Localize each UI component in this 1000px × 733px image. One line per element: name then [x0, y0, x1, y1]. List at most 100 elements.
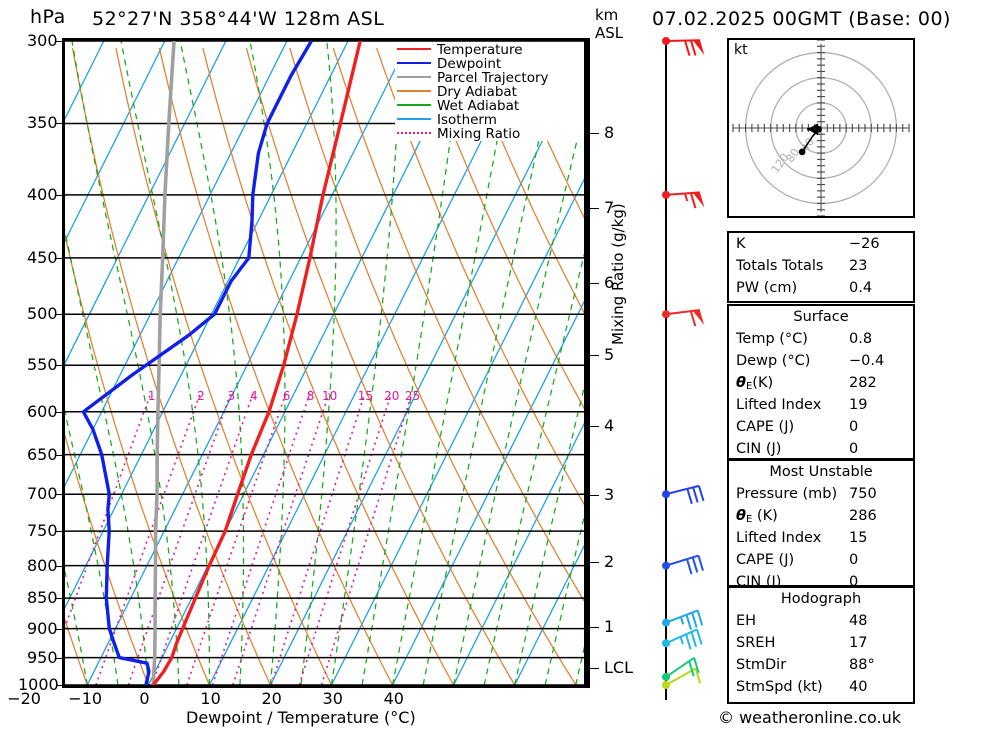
panel-row-label: K [736, 236, 746, 252]
panel-row-value: 15 [849, 530, 868, 546]
legend-item: Isotherm [395, 112, 584, 128]
pressure-tick-label: 500 [27, 304, 58, 324]
panel-row-value: 282 [849, 375, 877, 391]
mixing-ratio-label: 25 [404, 389, 421, 403]
wind-barb [662, 309, 705, 327]
panel-row-label: θE(K) [736, 375, 774, 392]
panel-row-value: 286 [849, 508, 877, 524]
panel-row: StmSpd (kt) 40 [729, 679, 913, 701]
lcl-tick-mark [590, 667, 599, 669]
legend-item-label: Isotherm [437, 112, 497, 128]
panel-row-value: 88° [849, 657, 875, 673]
panel-title-text: Hodograph [780, 591, 862, 607]
height-tick-label: 5 [604, 345, 615, 365]
height-tick-label: 2 [604, 552, 615, 572]
wind-barb-column [640, 30, 730, 703]
mixing-ratio-lines [65, 393, 413, 685]
pressure-tick-label: 750 [27, 521, 58, 541]
panel-row: CIN (J) 0 [729, 441, 913, 463]
mixing-ratio-label: 10 [321, 389, 338, 403]
legend-item-label: Temperature [437, 42, 523, 58]
pressure-tick-mark [56, 565, 65, 567]
wind-barb [662, 667, 702, 689]
panel-row-value: 23 [849, 258, 868, 274]
height-tick-label: 4 [604, 415, 615, 435]
panel-row-value: 0.4 [849, 280, 873, 296]
temperature-tick-label: −10 [68, 689, 103, 708]
panel-row: SREH 17 [729, 635, 913, 657]
height-unit-label-line2: ASL [595, 24, 624, 42]
legend-item-label: Parcel Trajectory [437, 70, 549, 86]
panel-row: Totals Totals 23 [729, 258, 913, 280]
pressure-tick-label: 400 [27, 184, 58, 204]
panel-row: θE (K) 286 [729, 508, 913, 530]
skewt-plot [62, 38, 587, 688]
panel-row-label: EH [736, 613, 757, 629]
panel-hodograph-stats: Hodograph EH 48 SREH 17 StmDir 88° StmSpd (kt) 4… [727, 586, 915, 704]
legend-item: Temperature [395, 42, 584, 58]
isobar-lines [65, 41, 584, 685]
dewpoint-line [81, 41, 314, 685]
line-swatch-icon [397, 90, 431, 92]
panel-row-label: Lifted Index [736, 397, 822, 413]
height-tick-label: 3 [604, 484, 615, 504]
pressure-tick-mark [56, 194, 65, 196]
height-tick-mark [590, 283, 599, 285]
pressure-tick-label: 450 [27, 247, 58, 267]
line-swatch-icon [397, 62, 431, 64]
panel-row-value: 750 [849, 486, 877, 502]
panel-title: Surface [729, 309, 913, 331]
panel-row-label: CIN (J) [736, 441, 782, 457]
height-tick-mark [590, 208, 599, 210]
pressure-tick-label: 800 [27, 555, 58, 575]
pressure-tick-label: 550 [27, 355, 58, 375]
wind-barb [662, 656, 700, 681]
pressure-tick-mark [56, 41, 65, 42]
pressure-tick-mark [56, 314, 65, 316]
temperature-tick-label: 0 [139, 689, 150, 708]
legend-item: Parcel Trajectory [395, 70, 584, 86]
pressure-unit-label: hPa [30, 6, 66, 28]
lcl-label: LCL [604, 657, 633, 677]
panel-row: Lifted Index 19 [729, 397, 913, 419]
height-tick-mark [590, 355, 599, 357]
panel-most-unstable: Most Unstable Pressure (mb) 750 θE (K) 286 Li… [727, 459, 915, 590]
panel-row-value: 0 [849, 419, 859, 435]
wind-barb [662, 37, 705, 56]
legend: Temperature Dewpoint Parcel Trajectory Dry … [395, 42, 584, 142]
panel-row: Pressure (mb) 750 [729, 486, 913, 508]
pressure-tick-mark [56, 598, 65, 600]
pressure-tick-mark [56, 454, 65, 456]
panel-row-label: Pressure (mb) [736, 486, 838, 502]
skewt-canvas [65, 41, 584, 685]
temperature-tick-label: 10 [200, 689, 221, 708]
legend-item: Dry Adiabat [395, 84, 584, 100]
panel-row: PW (cm) 0.4 [729, 280, 913, 302]
legend-item-label: Dewpoint [437, 56, 502, 72]
pressure-tick-label: 1000 [18, 675, 59, 694]
pressure-tick-mark [56, 257, 65, 259]
panel-row: Temp (°C) 0.8 [729, 331, 913, 353]
mixing-ratio-label: 2 [197, 389, 205, 403]
x-axis-title: Dewpoint / Temperature (°C) [186, 708, 416, 727]
pressure-tick-mark [56, 411, 65, 413]
temperature-line [151, 41, 362, 685]
panel-row-value: −0.4 [849, 353, 885, 369]
pressure-tick-mark [56, 123, 65, 125]
panel-row-value: −26 [849, 236, 880, 252]
panel-row-value: 48 [849, 613, 868, 629]
panel-row-value: 0 [849, 441, 859, 457]
pressure-tick-label: 950 [27, 647, 58, 667]
pressure-tick-label: 900 [27, 618, 58, 638]
panel-row-label: StmSpd (kt) [736, 679, 823, 695]
panel-row-label: CAPE (J) [736, 419, 795, 435]
panel-row-value: 40 [849, 679, 868, 695]
temperature-tick-label: −20 [7, 689, 41, 708]
pressure-tick-label: 300 [27, 31, 58, 50]
mixing-ratio-axis-title: Mixing Ratio (g/kg) [609, 203, 627, 345]
height-axis-spine [587, 38, 590, 688]
dry-adiabat-lines [65, 47, 584, 685]
temperature-tick-label: 20 [261, 689, 282, 708]
isotherm-lines [65, 41, 584, 685]
panel-row: K −26 [729, 236, 913, 258]
